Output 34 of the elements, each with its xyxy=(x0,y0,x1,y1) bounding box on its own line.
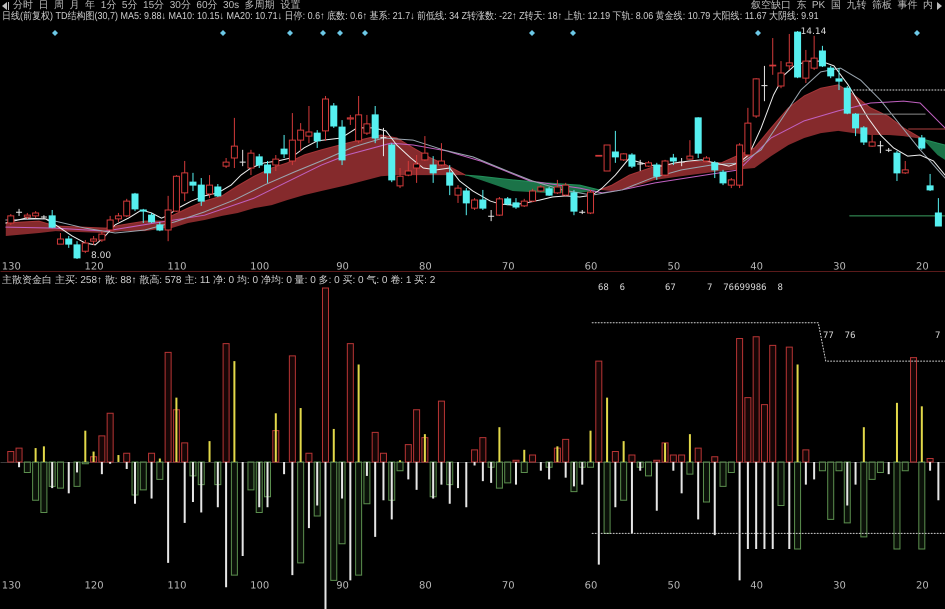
x-tick-label: 100 xyxy=(250,580,270,592)
x-tick-label: 30 xyxy=(833,262,846,272)
x-tick-label: 50 xyxy=(667,262,680,272)
annotation: 8.00 xyxy=(91,251,112,261)
x-tick-label: 110 xyxy=(167,262,186,272)
annotation: 7 xyxy=(935,331,940,341)
x-tick-label: 20 xyxy=(916,580,929,592)
x-tick-label: 120 xyxy=(84,262,104,272)
x-tick-label: 100 xyxy=(250,262,270,272)
x-tick-label: 20 xyxy=(916,262,929,272)
x-tick-label: 60 xyxy=(584,262,598,272)
text: 分时 日 周 月 年 1分 5分 15分 30分 60分 30s 多周期 设置 xyxy=(13,0,300,11)
x-tick-label: 110 xyxy=(167,580,186,592)
annotation: 68 6 xyxy=(598,283,626,293)
x-tick-label: 120 xyxy=(84,580,104,592)
chart-title: 主散资金白 主买: 258↑ 散: 88↑ 散高: 578 主: 11 净: 0 均: 0 净均: 0 量: 0 多: 0 买: 0 气: 0 卷: 1 买: 2 xyxy=(2,275,436,287)
x-tick-label: 40 xyxy=(750,262,764,272)
x-tick-label: 80 xyxy=(419,580,432,592)
annotation: 7 76699986 8 xyxy=(707,283,783,293)
x-tick-label: 90 xyxy=(336,580,349,592)
x-tick-label: 70 xyxy=(502,262,515,272)
x-tick-label: 70 xyxy=(502,580,515,592)
x-tick-label: 30 xyxy=(833,580,846,592)
x-tick-label: 80 xyxy=(419,262,432,272)
annotation: 67 xyxy=(665,283,676,293)
annotation: 77 76 xyxy=(823,331,856,341)
annotation: 14.14 xyxy=(800,27,827,37)
x-tick-label: 40 xyxy=(750,580,764,592)
x-tick-label: 130 xyxy=(2,580,21,592)
x-tick-label: 60 xyxy=(584,580,598,592)
chart-title: 日线(前复权) TD结构图(30,7) MA5: 9.88↓ MA10: 10.15↓ MA20: 10.71↓ 日停: 0.6↑ 底数: 0.6↑ 基系: 21.7↓ 前低线: 34 Z转涨数: -22↑ Z转天: 18↑ 上轨: 12.19 下轨: 8.06 黄金线: 10.79 大阳线: 11.67 大阴线: 9.91 xyxy=(2,11,819,23)
x-tick-label: 130 xyxy=(2,262,21,272)
x-tick-label: 90 xyxy=(336,262,349,272)
x-tick-label: 50 xyxy=(667,580,680,592)
